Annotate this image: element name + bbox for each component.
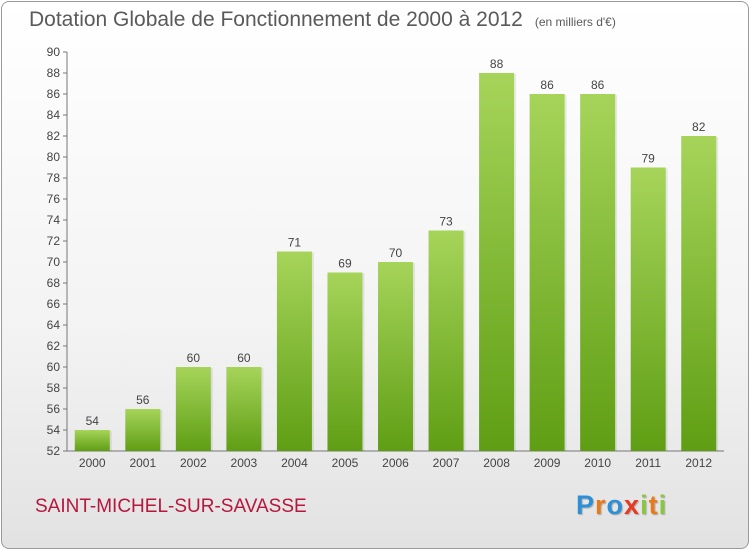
- y-tick-label: 60: [47, 360, 61, 374]
- bar-value-label: 71: [288, 236, 302, 250]
- bar-value-label: 70: [389, 246, 403, 260]
- x-tick-label: 2008: [483, 456, 510, 470]
- bar: [327, 272, 363, 451]
- x-tick-label: 2005: [332, 456, 359, 470]
- bar-value-label: 86: [540, 78, 554, 92]
- bar: [630, 167, 666, 451]
- y-tick-label: 68: [47, 276, 61, 290]
- y-tick-label: 54: [47, 423, 61, 437]
- y-tick-label: 84: [47, 108, 61, 122]
- y-tick-label: 52: [47, 444, 61, 458]
- bar: [580, 94, 616, 451]
- y-tick-label: 90: [47, 45, 61, 59]
- logo-letter: x: [624, 490, 641, 520]
- bar: [125, 409, 161, 451]
- bar: [378, 262, 413, 451]
- bar: [681, 136, 717, 451]
- x-tick-label: 2000: [79, 456, 106, 470]
- bar-value-label: 86: [591, 78, 605, 92]
- bar-value-label: 56: [136, 393, 150, 407]
- bar: [276, 251, 312, 451]
- y-tick-label: 80: [47, 150, 61, 164]
- y-tick-label: 66: [47, 297, 61, 311]
- bar-value-label: 60: [187, 351, 201, 365]
- x-tick-label: 2006: [382, 456, 409, 470]
- bar-value-label: 54: [86, 414, 100, 428]
- y-tick-label: 88: [47, 66, 61, 80]
- bar: [428, 230, 464, 451]
- logo-letter: i: [658, 490, 668, 520]
- x-tick-label: 2003: [231, 456, 258, 470]
- logo-letter: t: [648, 490, 659, 520]
- y-tick-label: 76: [47, 192, 61, 206]
- bar: [479, 73, 515, 451]
- y-tick-label: 78: [47, 171, 61, 185]
- y-tick-label: 56: [47, 402, 61, 416]
- bar-value-label: 82: [692, 120, 706, 134]
- x-tick-label: 2007: [433, 456, 460, 470]
- commune-name: SAINT-MICHEL-SUR-SAVASSE: [35, 496, 307, 517]
- bar-value-label: 88: [490, 57, 504, 71]
- x-tick-label: 2002: [180, 456, 207, 470]
- bar: [529, 94, 565, 451]
- x-tick-label: 2001: [129, 456, 156, 470]
- bar-layer: 54 56 60 60 71 69 70 73 88 86 86 79 82: [74, 57, 719, 451]
- y-tick-label: 72: [47, 234, 61, 248]
- x-tick-label: 2004: [281, 456, 308, 470]
- y-tick-label: 82: [47, 129, 61, 143]
- bar-value-label: 60: [237, 351, 251, 365]
- x-tick-label: 2012: [685, 456, 712, 470]
- bar: [226, 367, 262, 451]
- x-tick-label: 2010: [584, 456, 611, 470]
- y-tick-label: 70: [47, 255, 61, 269]
- bar-value-label: 73: [439, 215, 453, 229]
- y-tick-label: 74: [47, 213, 61, 227]
- logo-letter: P: [576, 490, 596, 520]
- x-tick-label: 2009: [534, 456, 561, 470]
- logo-letter: o: [606, 490, 625, 520]
- bar: [175, 367, 211, 451]
- y-tick-label: 62: [47, 339, 61, 353]
- logo-letter: r: [595, 490, 607, 520]
- y-tick-label: 86: [47, 87, 61, 101]
- y-tick-label: 58: [47, 381, 61, 395]
- bar: [74, 430, 110, 451]
- bar-value-label: 69: [338, 257, 352, 271]
- proxiti-logo: Proxiti: [576, 490, 667, 521]
- chart-title: Dotation Globale de Fonctionnement de 20…: [29, 8, 616, 32]
- logo-letter: i: [640, 490, 649, 520]
- chart-unit: (en milliers d'€): [534, 15, 616, 29]
- bar-value-label: 79: [642, 152, 656, 166]
- chart-title-text: Dotation Globale de Fonctionnement de 20…: [29, 8, 523, 31]
- x-tick-label: 2011: [635, 456, 661, 470]
- y-tick-label: 64: [47, 318, 61, 332]
